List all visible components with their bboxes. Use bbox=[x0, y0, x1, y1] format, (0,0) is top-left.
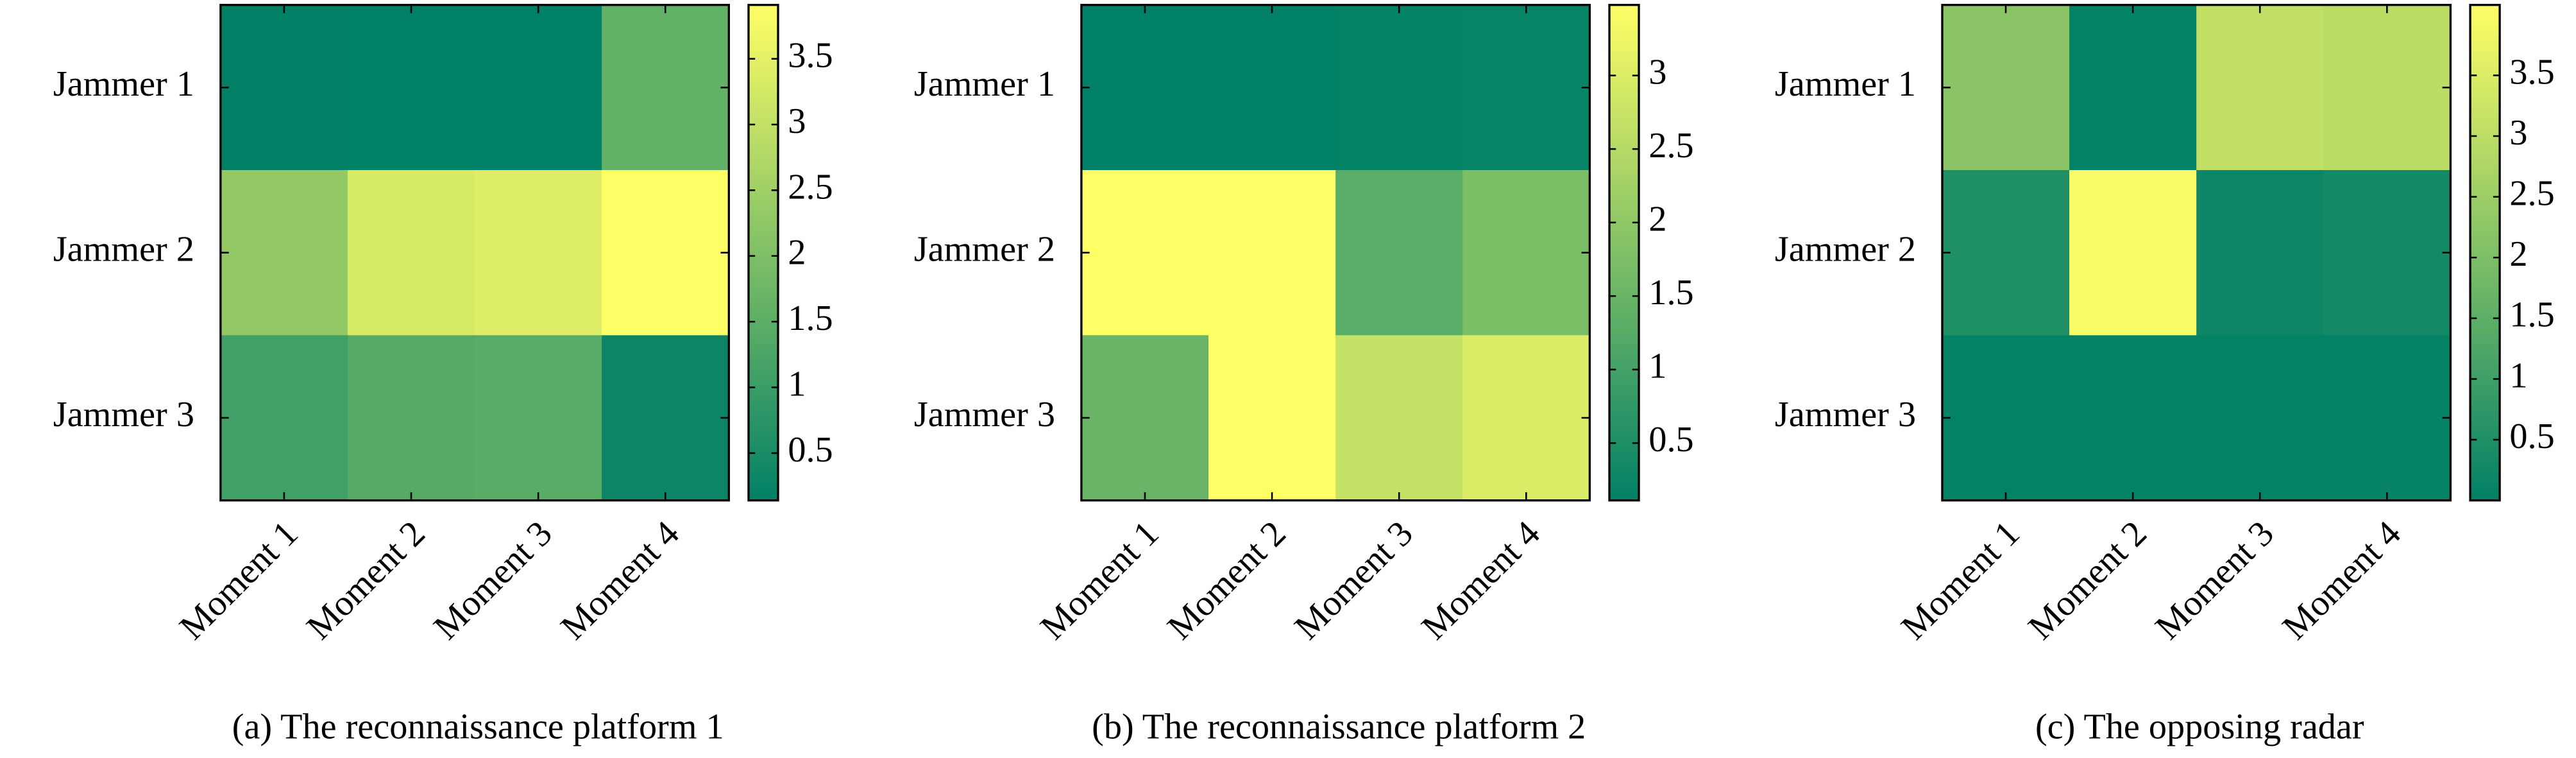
y-tick-label: Jammer 1 bbox=[1775, 64, 1916, 104]
heatmap-cell bbox=[220, 170, 349, 336]
y-tick-label: Jammer 3 bbox=[1775, 395, 1916, 435]
caption: (a) The reconnaissance platform 1 bbox=[232, 707, 724, 746]
colorbar-tick-label: 1 bbox=[1648, 347, 1666, 386]
colorbar bbox=[1608, 4, 1640, 502]
y-tick-label: Jammer 1 bbox=[914, 64, 1055, 104]
y-tick-label: Jammer 3 bbox=[914, 395, 1055, 435]
heatmap-cell bbox=[2069, 335, 2198, 501]
colorbar-tick-label: 2.5 bbox=[788, 167, 833, 207]
heatmap-cell bbox=[1208, 335, 1337, 501]
heatmap-cell bbox=[1081, 4, 1210, 171]
x-tick-label: Moment 3 bbox=[426, 513, 559, 647]
heatmap-cell bbox=[2069, 170, 2198, 336]
heatmap-cell bbox=[1942, 170, 2071, 336]
heatmap-cell bbox=[1081, 335, 1210, 501]
heatmap-cell bbox=[602, 335, 730, 501]
colorbar-tick-label: 1.5 bbox=[788, 298, 833, 338]
heatmap-cell bbox=[1462, 335, 1591, 501]
colorbar-tick-label: 1.5 bbox=[1648, 273, 1693, 313]
colorbar-tick-label: 3.5 bbox=[788, 36, 833, 76]
colorbar-tick-label: 2 bbox=[2509, 234, 2527, 274]
colorbar-tick-label: 2 bbox=[788, 233, 806, 273]
y-tick-label: Jammer 1 bbox=[53, 64, 194, 104]
colorbar-tick-label: 2.5 bbox=[2509, 174, 2554, 214]
heatmap-cell bbox=[220, 335, 349, 501]
heatmap-cell bbox=[475, 4, 603, 171]
colorbar-tick-label: 0.5 bbox=[2509, 417, 2554, 456]
heatmap-cell bbox=[2323, 170, 2452, 336]
colorbar-tick-label: 3.5 bbox=[2509, 52, 2554, 92]
x-tick-label: Moment 1 bbox=[1894, 513, 2027, 647]
x-tick-label: Moment 4 bbox=[554, 513, 687, 647]
heatmap-cell bbox=[1335, 335, 1464, 501]
heatmap-cell bbox=[602, 4, 730, 171]
y-tick-label: Jammer 2 bbox=[1775, 230, 1916, 270]
heatmap-cell bbox=[2196, 335, 2325, 501]
colorbar-tick-label: 3 bbox=[788, 101, 806, 141]
colorbar-tick-label: 0.5 bbox=[1648, 420, 1693, 460]
heatmap-cell bbox=[1462, 4, 1591, 171]
heatmap-cell bbox=[475, 335, 603, 501]
heatmap-cell bbox=[2196, 170, 2325, 336]
colorbar-tick-label: 3 bbox=[2509, 113, 2527, 153]
heatmap-cell bbox=[220, 4, 349, 171]
heatmap-cell bbox=[2069, 4, 2198, 171]
heatmap-cell bbox=[347, 170, 476, 336]
x-tick-label: Moment 1 bbox=[172, 513, 305, 647]
heatmap-cell bbox=[2323, 4, 2452, 171]
x-tick-label: Moment 4 bbox=[1414, 513, 1548, 647]
y-tick-label: Jammer 2 bbox=[53, 230, 194, 270]
colorbar-tick-label: 2.5 bbox=[1648, 126, 1693, 166]
colorbar-tick-label: 3 bbox=[1648, 53, 1666, 92]
heatmap-cell bbox=[1942, 4, 2071, 171]
colorbar bbox=[747, 4, 779, 502]
x-tick-label: Moment 2 bbox=[299, 513, 432, 647]
heatmap-cell bbox=[347, 4, 476, 171]
x-tick-label: Moment 3 bbox=[1287, 513, 1420, 647]
heatmap-cell bbox=[1081, 170, 1210, 336]
heatmap-cell bbox=[2196, 4, 2325, 171]
colorbar-tick-label: 0.5 bbox=[788, 430, 833, 470]
y-tick-label: Jammer 2 bbox=[914, 230, 1055, 270]
heatmap-cell bbox=[347, 335, 476, 501]
x-tick-label: Moment 4 bbox=[2275, 513, 2409, 647]
x-tick-label: Moment 1 bbox=[1033, 513, 1166, 647]
colorbar-tick-label: 1 bbox=[2509, 356, 2527, 395]
heatmap-cell bbox=[1208, 170, 1337, 336]
colorbar-tick-label: 1.5 bbox=[2509, 295, 2554, 335]
y-tick-label: Jammer 3 bbox=[53, 395, 194, 435]
heatmap-cell bbox=[2323, 335, 2452, 501]
x-tick-label: Moment 3 bbox=[2148, 513, 2282, 647]
x-tick-label: Moment 2 bbox=[1160, 513, 1293, 647]
heatmap-cell bbox=[1335, 170, 1464, 336]
caption: (b) The reconnaissance platform 2 bbox=[1092, 707, 1586, 746]
colorbar-tick-label: 2 bbox=[1648, 200, 1666, 239]
colorbar-tick-label: 1 bbox=[788, 364, 806, 404]
heatmap-cell bbox=[475, 170, 603, 336]
heatmap-cell bbox=[602, 170, 730, 336]
heatmap-cell bbox=[1208, 4, 1337, 171]
caption: (c) The opposing radar bbox=[2035, 707, 2364, 746]
heatmap-cell bbox=[1462, 170, 1591, 336]
heatmap-cell bbox=[1335, 4, 1464, 171]
colorbar bbox=[2469, 4, 2501, 502]
heatmap-cell bbox=[1942, 335, 2071, 501]
x-tick-label: Moment 2 bbox=[2021, 513, 2154, 647]
